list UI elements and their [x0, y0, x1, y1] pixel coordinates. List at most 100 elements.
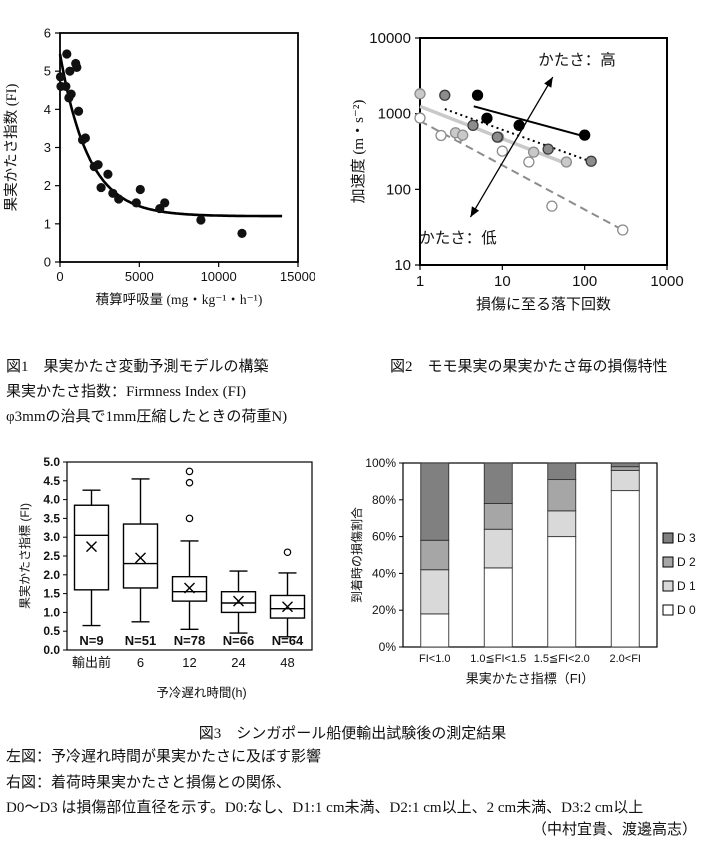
- trend-line-dark-gray: [444, 108, 595, 164]
- legend-swatch-D 2: [662, 556, 674, 568]
- mean-marker: [233, 595, 244, 607]
- fig2-caption: 図2 モモ果実の果実かたさ毎の損傷特性: [390, 355, 668, 380]
- bar-segment-D 0: [610, 490, 640, 648]
- y-axis-label: 到着時の損傷割合: [349, 507, 364, 603]
- legend-label: D 2: [677, 555, 696, 569]
- y-axis-label: 加速度 (m・s⁻²): [350, 100, 367, 204]
- category-label: 12: [182, 655, 196, 670]
- category-label: 2.0<FI: [610, 653, 642, 665]
- y-tick-label: 1: [44, 216, 51, 231]
- data-point-open-circle: [414, 112, 426, 124]
- chart-precooling-boxplot: 0.0 0.5 1.0 1.5 2.0 2.5 3.0 3.5 4.0 4.5 5.0 N=9 輸出前 N…: [17, 455, 313, 700]
- category-label: 48: [280, 655, 294, 670]
- data-point-light-gray: [527, 146, 540, 158]
- bar-segment-D 1: [610, 469, 640, 492]
- bar-segment-D 3: [420, 462, 450, 541]
- bar-segment-D 2: [483, 503, 513, 530]
- x-axis-label: 損傷に至る落下回数: [476, 296, 611, 313]
- y-tick-label: 0%: [379, 640, 397, 654]
- category-label: FI<1.0: [419, 653, 451, 665]
- legend-swatch-D 1: [662, 580, 674, 592]
- data-point-light-gray: [457, 129, 469, 141]
- bar-segment-D 1: [547, 510, 577, 538]
- plot-border: [402, 462, 658, 648]
- annotation-hardness-low: かたさ：低: [419, 229, 497, 247]
- category-label: 輸出前: [72, 655, 111, 670]
- arrow-head-up: [544, 77, 553, 88]
- mean-marker: [184, 582, 195, 594]
- y-tick-label: 100: [386, 181, 411, 198]
- outlier: [185, 478, 194, 487]
- y-tick-label: 20%: [372, 603, 396, 617]
- data-point: [61, 81, 71, 92]
- box: [122, 523, 159, 589]
- author-credit: （中村宜貴、渡邊高志）: [531, 822, 697, 838]
- y-tick-label: 3: [44, 140, 51, 155]
- y-tick-label: 0.0: [43, 643, 60, 657]
- data-point: [103, 169, 113, 179]
- x-axis-label: 積算呼吸量 (mg・kg⁻¹・h⁻¹): [96, 292, 263, 307]
- box: [73, 504, 110, 591]
- sample-size-label: N=66: [223, 633, 254, 648]
- fig3-notes: 左図：予冷遅れ時間が果実かたさに及ぼす影響 右図：着荷時果実かたさと損傷との関係…: [6, 745, 643, 822]
- y-tick-label: 10000: [369, 30, 411, 47]
- x-tick-label: 10000: [201, 269, 237, 284]
- y-tick-label: 1.0: [43, 605, 60, 619]
- x-tick-label: 10: [494, 273, 511, 290]
- bar-segment-D 0: [420, 613, 450, 648]
- bar-segment-D 1: [483, 528, 513, 569]
- data-point-black-filled: [471, 89, 484, 101]
- data-point-black-filled: [481, 112, 493, 124]
- y-tick-label: 5.0: [43, 455, 60, 469]
- data-point-dark-gray: [491, 131, 504, 143]
- y-axis-label: 果実かたさ指標 (FI): [17, 503, 32, 609]
- fig3-note-damage-classes: D0〜D3 は損傷部位直径を示す。D0:なし、D1:1 cm未満、D2:1 cm…: [6, 800, 644, 816]
- y-tick-label: 2.0: [43, 568, 60, 582]
- legend-swatch-D 3: [662, 532, 674, 544]
- data-point: [62, 49, 72, 59]
- sample-size-label: N=51: [125, 633, 156, 648]
- legend-label: D 0: [677, 603, 696, 617]
- data-point-dark-gray: [439, 89, 451, 101]
- fig3-title: 図3 シンガポール船便輸出試験後の測定結果: [198, 726, 507, 742]
- data-point-light-gray: [414, 88, 426, 100]
- y-axis-label: 果実かたさ指数 (FI): [3, 83, 20, 211]
- y-tick-label: 3.5: [43, 511, 60, 525]
- x-tick-label: 100: [572, 273, 597, 290]
- bar-segment-D 3: [483, 462, 513, 504]
- data-point: [65, 66, 75, 76]
- x-tick-label: 15000: [280, 269, 315, 284]
- y-tick-label: 1.5: [43, 587, 60, 601]
- data-point: [135, 184, 145, 195]
- outlier: [283, 548, 292, 557]
- y-tick-label: 0: [44, 255, 51, 270]
- data-point-open-circle: [617, 224, 629, 236]
- fig2-title: 図2 モモ果実の果実かたさ毎の損傷特性: [390, 359, 668, 375]
- fig1-note-jig: φ3mmの治具で1mm圧縮したときの荷重N): [6, 409, 288, 425]
- mean-marker: [282, 601, 293, 613]
- annotation-hardness-high: かたさ：高: [538, 51, 616, 69]
- chart-firmness-model: 0 1 2 3 4 5 6 0 5000 10000 15000 果実かたさ指数 (FI) 積算呼吸量 …: [3, 26, 315, 308]
- data-point: [160, 198, 170, 208]
- bar-segment-D 1: [420, 569, 450, 615]
- hardness-arrow: [469, 76, 554, 218]
- data-point-black-filled: [579, 129, 591, 141]
- x-tick-label: 1000: [650, 273, 683, 290]
- y-tick-label: 5: [44, 64, 51, 79]
- data-point-open-circle: [435, 129, 447, 142]
- data-point: [96, 182, 106, 193]
- category-label: 1.0≦FI<1.5: [470, 653, 526, 665]
- data-point: [73, 106, 84, 116]
- data-point-open-circle: [546, 200, 558, 212]
- data-point-open-circle: [523, 156, 535, 168]
- bar-segment-D 2: [610, 466, 640, 471]
- plot-border: [419, 37, 668, 266]
- arrow-head-down: [470, 206, 480, 218]
- y-tick-label: 3.0: [43, 530, 60, 544]
- data-point: [66, 89, 76, 99]
- y-tick-label: 40%: [372, 566, 396, 580]
- trend-line-open-circle: [419, 120, 624, 231]
- y-tick-label: 4.5: [43, 474, 60, 488]
- y-tick-label: 100%: [365, 456, 396, 470]
